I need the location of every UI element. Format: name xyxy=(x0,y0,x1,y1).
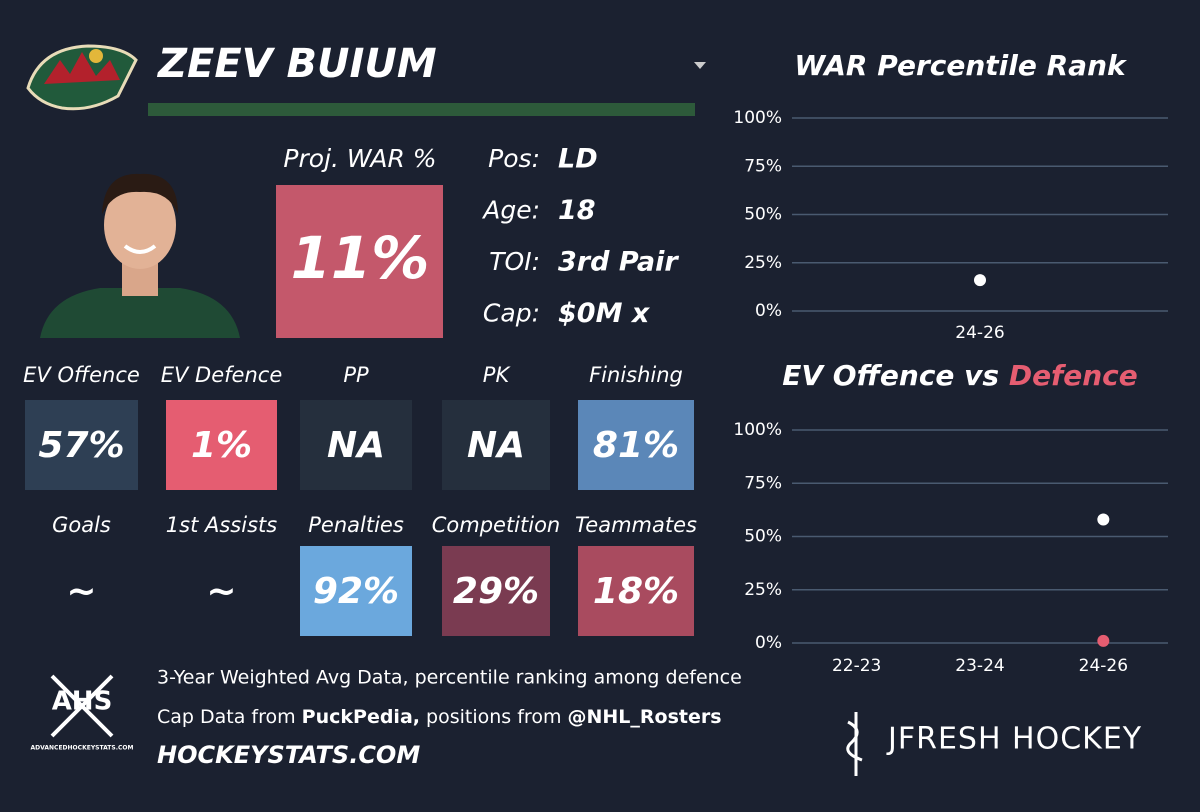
x-tick-label: 24-26 xyxy=(1079,656,1128,676)
tile-box xyxy=(300,400,412,490)
text: Cap Data from xyxy=(157,706,302,728)
y-tick-label: 25% xyxy=(744,580,782,600)
tile-box xyxy=(166,400,277,490)
point xyxy=(1097,634,1110,647)
tile-label: EV Offence xyxy=(23,363,140,387)
player-photo xyxy=(40,173,240,338)
tile-label: Goals xyxy=(52,513,111,537)
proj-war-box xyxy=(276,185,443,338)
y-tick-label: 75% xyxy=(744,473,782,493)
x-tick-label: 22-23 xyxy=(832,656,881,676)
tile-label: Finishing xyxy=(589,363,683,387)
tile-value: ~ xyxy=(206,571,236,612)
footer-site[interactable]: HOCKEYSTATS.COM xyxy=(157,741,420,769)
tile-value: 29% xyxy=(453,571,539,612)
brand-mark xyxy=(846,712,863,776)
tile-label: 1st Assists xyxy=(166,513,277,537)
team-logo xyxy=(26,44,138,111)
chart-title: EV Offence vs Defence xyxy=(782,359,1138,392)
point xyxy=(1097,513,1110,526)
tile-label: EV Defence xyxy=(161,363,283,387)
x-tick-label: 23-24 xyxy=(955,656,1004,676)
brand-name: JFRESH HOCKEY xyxy=(886,722,1142,757)
y-tick-label: 50% xyxy=(744,527,782,547)
footer-sources: Cap Data from PuckPedia, positions from … xyxy=(157,706,722,728)
y-tick-label: 100% xyxy=(733,108,782,128)
y-tick-label: 75% xyxy=(744,156,782,176)
ahs-text: AHS xyxy=(52,687,113,717)
text: @NHL_Rosters xyxy=(568,706,722,728)
tile-box xyxy=(442,400,550,490)
bio-label: Cap: xyxy=(483,299,540,328)
y-tick-label: 50% xyxy=(744,205,782,225)
divider-bar xyxy=(148,103,695,116)
bio-label: TOI: xyxy=(489,247,540,276)
tile-value: NA xyxy=(327,425,385,466)
chart-title: WAR Percentile Rank xyxy=(794,49,1128,82)
title-part: EV Offence vs xyxy=(782,359,1009,392)
tiles: EV Offence 57% EV Defence 1% PP NA PK NA Finishi… xyxy=(23,363,697,636)
tile-value: 81% xyxy=(593,425,679,466)
tile-label: Competition xyxy=(432,513,561,537)
ahs-logo: AHS ADVANCEDHOCKEYSTATS.COM xyxy=(31,674,134,752)
tile-label: Penalties xyxy=(308,513,404,537)
dropdown-arrow[interactable] xyxy=(694,62,706,69)
ahs-url: ADVANCEDHOCKEYSTATS.COM xyxy=(31,745,134,752)
tile-label: PP xyxy=(343,363,369,387)
tile-value: NA xyxy=(467,425,525,466)
y-tick-label: 0% xyxy=(755,301,782,321)
bio-label: Age: xyxy=(481,196,540,225)
tile-value: 57% xyxy=(38,425,124,466)
y-tick-label: 0% xyxy=(755,633,782,653)
bio-value: 18 xyxy=(558,195,596,226)
y-tick-label: 25% xyxy=(744,253,782,273)
tile-value: ~ xyxy=(66,571,96,612)
bio-value: $0M x xyxy=(558,298,651,329)
bio-value: 3rd Pair xyxy=(558,247,679,278)
text: PuckPedia, xyxy=(302,706,420,728)
player-name: ZEEV BUIUM xyxy=(156,41,437,87)
tile-value: 18% xyxy=(593,571,679,612)
tile-value: 92% xyxy=(313,571,399,612)
tile-value: 1% xyxy=(191,425,252,466)
x-tick-label: 24-26 xyxy=(955,323,1004,343)
text: positions from xyxy=(420,706,568,728)
bio-label: Pos: xyxy=(488,144,540,173)
tile-label: Teammates xyxy=(575,513,697,537)
tile-box xyxy=(578,546,694,636)
tile-box xyxy=(578,400,694,490)
bio-value: LD xyxy=(558,144,598,175)
tile-label: PK xyxy=(483,363,512,387)
charts: 0% 25% 50% 75% 100% 24-26 WAR Percentile Rank 0… xyxy=(733,49,1168,676)
title-part: Defence xyxy=(1009,359,1138,392)
footer-note: 3-Year Weighted Avg Data, percentile ran… xyxy=(157,667,742,689)
tile-box xyxy=(442,546,550,636)
y-tick-label: 100% xyxy=(733,420,782,440)
tile-box xyxy=(300,546,412,636)
proj-war-label: Proj. WAR % xyxy=(283,144,436,173)
bio: Pos: LD Age: 18 TOI: 3rd Pair Cap: $0M x xyxy=(481,144,679,330)
tile-box xyxy=(25,400,138,490)
point xyxy=(974,274,986,287)
proj-war-value: 11% xyxy=(291,224,430,292)
